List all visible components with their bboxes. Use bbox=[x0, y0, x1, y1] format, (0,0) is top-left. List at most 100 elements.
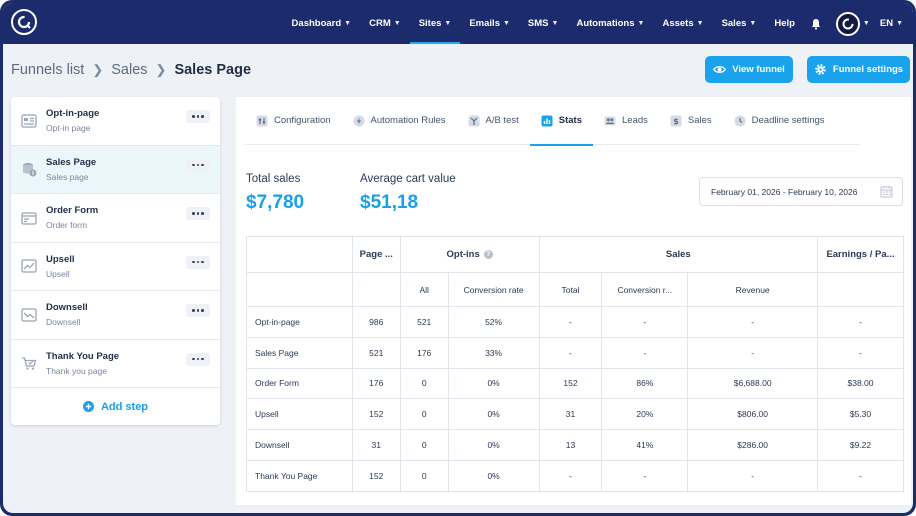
step-text: Order Form Order form bbox=[46, 205, 98, 230]
column-header-optins-conversion[interactable]: Conversion rate bbox=[447, 272, 540, 307]
app-logo[interactable] bbox=[11, 9, 37, 35]
nav-item-crm[interactable]: CRM ▼ bbox=[360, 3, 410, 44]
row-page-name: Opt-in-page bbox=[246, 306, 353, 338]
cell-revenue: $806.00 bbox=[687, 398, 818, 431]
chevron-down-icon: ▼ bbox=[637, 20, 645, 27]
column-header-page-views[interactable]: Page ... bbox=[351, 236, 401, 273]
nav-item-sms[interactable]: SMS ▼ bbox=[519, 3, 568, 44]
cell-revenue: - bbox=[687, 336, 818, 369]
nav-item-label: Assets bbox=[662, 18, 694, 29]
cell-sales-conv: - bbox=[601, 459, 689, 492]
nav-item-automations[interactable]: Automations ▼ bbox=[567, 3, 653, 44]
tab-automation-rules[interactable]: Automation Rules bbox=[342, 97, 457, 145]
cell-sales-total: - bbox=[538, 459, 603, 492]
info-icon[interactable]: ? bbox=[483, 249, 493, 259]
bell-icon[interactable] bbox=[810, 18, 822, 30]
table-header-blank bbox=[351, 272, 401, 307]
chevron-down-icon: ▼ bbox=[393, 20, 401, 27]
date-range-picker[interactable]: February 01, 2026 - February 10, 2026 bbox=[699, 177, 903, 206]
more-options-icon[interactable] bbox=[186, 158, 210, 172]
steps-list: Opt-in-page Opt-in page Sales Page Sales pa… bbox=[11, 97, 220, 388]
table-row: Downsell 31 0 0% 13 41% $286.00 $9.22 bbox=[246, 429, 904, 461]
breadcrumb-funnels-list[interactable]: Funnels list bbox=[11, 62, 85, 78]
language-selector[interactable]: EN bbox=[879, 18, 894, 29]
stats-panel: Configuration Automation Rules A/B test Sta… bbox=[236, 97, 911, 505]
column-header-revenue[interactable]: Revenue bbox=[687, 272, 818, 307]
bar-chart-icon bbox=[541, 115, 553, 126]
nav-item-dashboard[interactable]: Dashboard ▼ bbox=[283, 3, 361, 44]
split-icon bbox=[468, 115, 479, 126]
funnel-step-upsell[interactable]: Upsell Upsell bbox=[11, 243, 220, 291]
date-range-value: February 01, 2026 - February 10, 2026 bbox=[711, 186, 858, 197]
column-header-earnings[interactable]: Earnings / Pa... bbox=[817, 236, 904, 273]
tab-leads[interactable]: Leads bbox=[593, 97, 659, 145]
tab-configuration[interactable]: Configuration bbox=[245, 97, 342, 145]
cell-optins-all: 176 bbox=[399, 336, 449, 369]
breadcrumb-sales[interactable]: Sales bbox=[111, 62, 148, 78]
user-avatar[interactable] bbox=[835, 11, 860, 36]
table-header-blank bbox=[817, 272, 904, 307]
nav-item-assets[interactable]: Assets ▼ bbox=[653, 3, 712, 44]
cell-optins-conv: 0% bbox=[447, 459, 540, 492]
funnel-step-order-form[interactable]: Order Form Order form bbox=[11, 194, 220, 243]
chevron-down-icon[interactable]: ▼ bbox=[896, 20, 903, 27]
tab-deadline-settings[interactable]: Deadline settings bbox=[723, 97, 836, 145]
tab-label: Stats bbox=[558, 115, 582, 126]
tab-a-b-test[interactable]: A/B test bbox=[457, 97, 530, 145]
chevron-down-icon[interactable]: ▼ bbox=[862, 20, 870, 27]
table-group-header-row: Page ... Opt-ins? Sales Earnings / Pa... bbox=[246, 236, 904, 273]
sales-page-icon bbox=[23, 163, 37, 177]
cell-earnings: - bbox=[817, 459, 904, 492]
tab-label: Configuration bbox=[274, 115, 331, 126]
downsell-icon bbox=[21, 308, 37, 322]
users-icon bbox=[604, 116, 616, 125]
average-cart-label: Average cart value bbox=[360, 173, 456, 185]
cell-sales-total: - bbox=[538, 336, 603, 369]
cell-optins-all: 0 bbox=[399, 367, 449, 400]
breadcrumb: Funnels list ❯ Sales ❯ Sales Page bbox=[11, 62, 251, 78]
column-group-optins: Opt-ins? bbox=[399, 236, 540, 273]
table-body: Opt-in-page 986 521 52% - - - - Sales Page 521 176… bbox=[246, 306, 904, 492]
funnel-step-thank-you-page[interactable]: Thank You Page Thank you page bbox=[11, 340, 220, 388]
more-options-icon[interactable] bbox=[186, 110, 210, 123]
step-title: Upsell bbox=[46, 253, 75, 265]
add-step-button[interactable]: Add step bbox=[11, 388, 220, 425]
column-header-sales-conversion[interactable]: Conversion r... bbox=[601, 272, 689, 307]
nav-item-sales[interactable]: Sales ▼ bbox=[713, 3, 766, 44]
column-header-optins-all[interactable]: All bbox=[399, 272, 449, 307]
cell-sales-conv: 86% bbox=[601, 367, 689, 400]
row-page-name: Thank You Page bbox=[246, 459, 353, 492]
nav-menu: Dashboard ▼ CRM ▼ Sites ▼ Emails ▼ SMS ▼ Automatio… bbox=[283, 3, 903, 44]
nav-item-label: Automations bbox=[576, 18, 635, 29]
funnel-step-sales-page[interactable]: Sales Page Sales page bbox=[11, 145, 220, 194]
plus-circle-icon bbox=[82, 401, 94, 412]
more-options-icon[interactable] bbox=[186, 255, 210, 269]
tab-sales[interactable]: $ Sales bbox=[659, 97, 723, 145]
nav-item-help[interactable]: Help bbox=[765, 3, 804, 44]
nav-item-label: Emails bbox=[469, 18, 500, 29]
view-funnel-button[interactable]: View funnel bbox=[705, 56, 793, 83]
nav-item-sites[interactable]: Sites ▼ bbox=[409, 3, 461, 44]
cell-sales-total: 13 bbox=[538, 429, 603, 461]
row-page-name: Order Form bbox=[246, 367, 353, 400]
cell-sales-conv: 41% bbox=[601, 429, 689, 461]
tab-stats[interactable]: Stats bbox=[529, 97, 594, 146]
column-header-sales-total[interactable]: Total bbox=[538, 272, 603, 307]
row-page-name: Downsell bbox=[246, 429, 353, 461]
funnel-step-opt-in-page[interactable]: Opt-in-page Opt-in page bbox=[11, 97, 220, 146]
cell-optins-all: 0 bbox=[399, 398, 449, 431]
step-title: Thank You Page bbox=[46, 350, 120, 362]
tab-label: Automation Rules bbox=[370, 115, 446, 126]
chevron-down-icon: ▼ bbox=[502, 20, 510, 27]
cell-earnings: - bbox=[817, 336, 904, 369]
cell-sales-conv: - bbox=[601, 306, 689, 338]
nav-item-emails[interactable]: Emails ▼ bbox=[460, 3, 519, 44]
funnel-settings-button[interactable]: Funnel settings bbox=[807, 56, 910, 83]
sliders-icon bbox=[256, 115, 268, 126]
more-options-icon[interactable] bbox=[186, 352, 210, 366]
bolt-icon bbox=[353, 115, 365, 126]
cell-sales-conv: - bbox=[601, 336, 689, 369]
funnel-step-downsell[interactable]: Downsell Downsell bbox=[11, 291, 220, 340]
more-options-icon[interactable] bbox=[186, 304, 210, 317]
more-options-icon[interactable] bbox=[186, 207, 210, 220]
